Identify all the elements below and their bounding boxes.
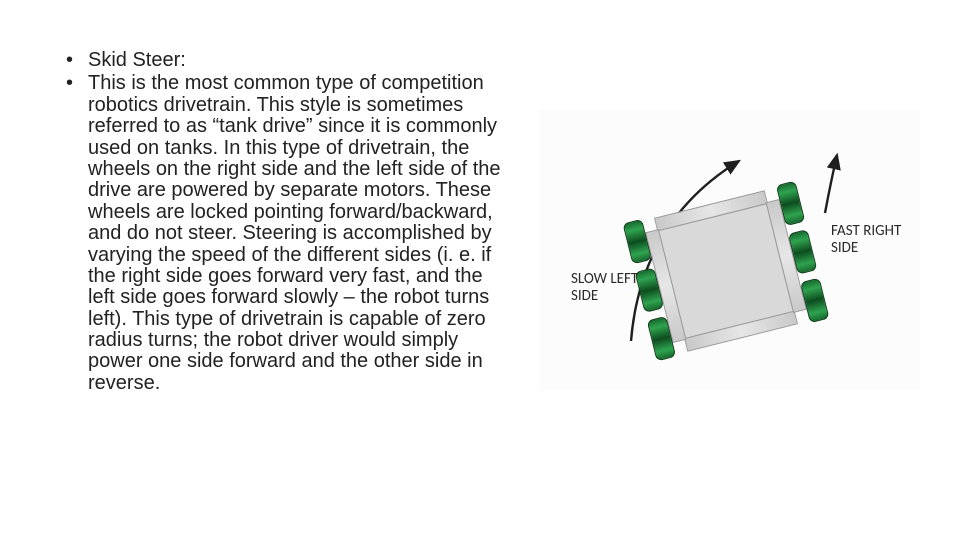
right-arrow xyxy=(825,155,837,213)
slow-left-label: SLOW LEFT SIDE xyxy=(571,271,651,304)
slide: Skid Steer: This is the most common type… xyxy=(0,0,960,540)
diagram-column: SLOW LEFT SIDE FAST RIGHT SIDE xyxy=(530,50,930,500)
bullet-item-title: Skid Steer: xyxy=(60,50,510,71)
bullet-item-body: This is the most common type of competit… xyxy=(60,73,510,394)
skid-steer-diagram: SLOW LEFT SIDE FAST RIGHT SIDE xyxy=(540,110,920,390)
fast-right-label: FAST RIGHT SIDE xyxy=(831,223,911,256)
bullet-list: Skid Steer: This is the most common type… xyxy=(60,50,510,394)
text-column: Skid Steer: This is the most common type… xyxy=(60,50,530,500)
